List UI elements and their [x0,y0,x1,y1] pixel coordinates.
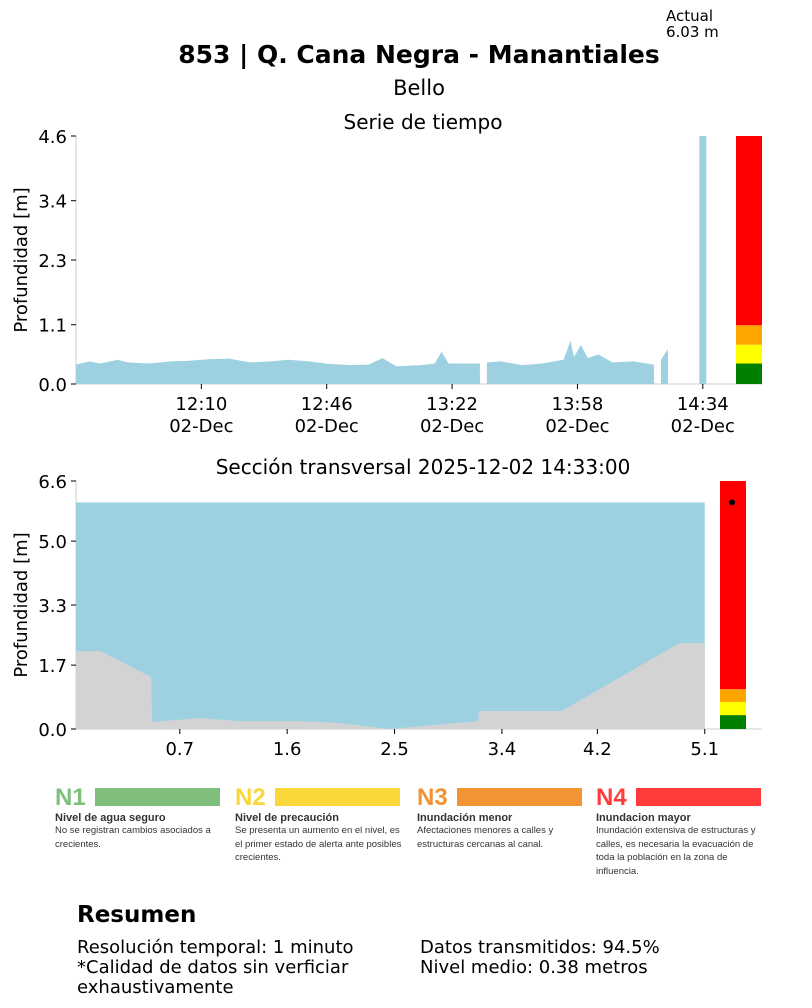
summary-left: Resolución temporal: 1 minuto *Calidad d… [77,938,354,998]
threshold-bar-n1 [736,363,762,384]
y-tick-label: 5.0 [38,532,67,553]
level-description: Se presenta un aumento en el nivel, es e… [235,825,402,863]
level-name: Nivel de precaución [235,812,339,824]
y-tick-label: 1.7 [38,656,67,677]
summary-quality-note: *Calidad de datos sin verficiar [77,957,349,978]
level-name: Nivel de agua seguro [55,812,166,824]
x-tick-label: 13:22 [426,394,478,415]
current-level-marker [729,499,735,506]
x-tick-sublabel: 02-Dec [545,416,609,437]
level-color-bar [95,788,220,806]
y-axis-label: Profundidad [m] [11,187,32,332]
threshold-bar-n3 [720,689,746,702]
x-tick-label: 2.5 [380,739,409,760]
depth-area [486,340,655,384]
page-subtitle: Bello [393,76,445,100]
level-name: Inundación menor [417,812,513,824]
x-tick-label: 14:34 [677,394,729,415]
summary-mean-level: Nivel medio: 0.38 metros [420,957,648,978]
summary-resolution: Resolución temporal: 1 minuto [77,937,354,958]
level-description: Afectaciones menores a calles y estructu… [417,825,554,850]
level-description: Inundación extensiva de estructuras y ca… [596,825,756,877]
time-series-chart: Serie de tiempo Profundidad [m] 0.0 1.1 2.3 3… [11,110,762,437]
level-color-bar [457,788,582,806]
level-code: N3 [417,784,448,811]
threshold-bar-n4 [736,136,762,326]
legend-n3: N3 Inundación menor Afectaciones menores a… [417,786,587,851]
summary-transmitted: Datos transmitidos: 94.5% [420,937,660,958]
summary-title: Resumen [77,902,197,928]
chart-title: Serie de tiempo [344,110,503,134]
threshold-bar-n2 [736,344,762,364]
cross-section-chart: Sección transversal 2025-12-02 14:33:00 P… [11,455,762,760]
x-tick-label: 12:10 [175,394,227,415]
actual-readout: Actual 6.03 m [666,8,719,40]
legend-n2: N2 Nivel de precaución Se presenta un aume… [235,786,405,865]
x-tick-label: 13:58 [552,394,604,415]
y-tick-label: 3.4 [38,192,67,213]
y-tick-label: 1.1 [38,316,67,337]
actual-label: Actual [666,7,713,25]
y-axis-label: Profundidad [m] [11,532,32,677]
threshold-bar-n1 [720,715,746,729]
y-tick-label: 4.6 [38,127,67,148]
x-tick-label: 0.7 [165,739,194,760]
level-code: N4 [596,784,627,811]
summary-quality-note-cont: exhaustivamente [77,977,234,998]
terrain-area [76,642,705,729]
threshold-bar-n4 [720,481,746,690]
x-tick-label: 4.2 [583,739,612,760]
level-color-bar [636,788,761,806]
y-tick-label: 0.0 [38,720,67,741]
summary-right: Datos transmitidos: 94.5% Nivel medio: 0… [420,938,660,978]
y-tick-label: 6.6 [38,472,67,493]
y-tick-label: 3.3 [38,596,67,617]
x-tick-label: 1.6 [273,739,302,760]
level-description: No se registran cambios asociados a crec… [55,825,211,850]
page-title: 853 | Q. Cana Negra - Manantiales [178,40,660,69]
legend-n4: N4 Inundacion mayor Inundación extensiva d… [596,786,766,878]
x-tick-sublabel: 02-Dec [420,416,484,437]
level-name: Inundacion mayor [596,812,691,824]
y-tick-label: 0.0 [38,375,67,396]
level-code: N2 [235,784,266,811]
x-tick-label: 3.4 [488,739,517,760]
depth-area [699,136,707,384]
level-code: N1 [55,784,86,811]
threshold-bar-n3 [736,325,762,345]
x-tick-label: 12:46 [301,394,353,415]
chart-title: Sección transversal 2025-12-02 14:33:00 [216,455,631,479]
threshold-bar-n2 [720,701,746,716]
y-tick-label: 2.3 [38,251,67,272]
x-tick-sublabel: 02-Dec [169,416,233,437]
actual-value: 6.03 m [666,23,719,41]
x-tick-label: 5.1 [690,739,719,760]
x-tick-sublabel: 02-Dec [295,416,359,437]
x-tick-sublabel: 02-Dec [671,416,735,437]
legend-n1: N1 Nivel de agua seguro No se registran ca… [55,786,225,851]
level-color-bar [275,788,400,806]
depth-area [76,351,480,384]
depth-area [661,348,668,384]
